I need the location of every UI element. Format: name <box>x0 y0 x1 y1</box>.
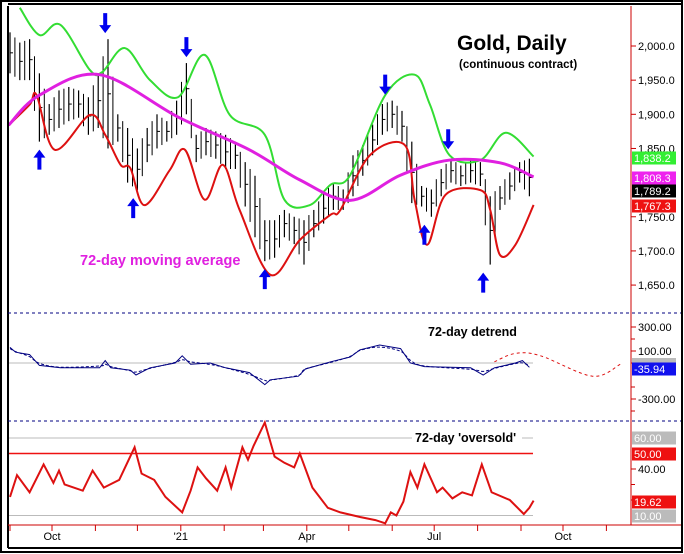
ma-upper-value-label: 1,838.2 <box>634 153 671 165</box>
x-tick-label: Apr <box>298 531 315 543</box>
x-tick-label: Oct <box>554 531 571 543</box>
chart-title: Gold, Daily <box>457 32 567 55</box>
chart-subtitle: (continuous contract) <box>459 59 577 71</box>
detrend-tick-label: 300.00 <box>638 322 672 334</box>
price-tick-label: 1,900.0 <box>638 109 675 121</box>
level-50-label-bg <box>632 447 676 461</box>
price-tick-label: 1,750.0 <box>638 212 675 224</box>
ma-annotation: 72-day moving average <box>80 253 240 269</box>
x-tick-label: Jul <box>427 531 441 543</box>
ma-value-label: 1,808.3 <box>634 173 671 185</box>
detrend-value-label-bg <box>632 362 676 376</box>
price-tick-label: 1,950.0 <box>638 75 675 87</box>
down-arrow-icon <box>442 129 455 150</box>
up-arrow-icon <box>477 272 490 293</box>
price-tick-label: 1,700.0 <box>638 246 675 258</box>
up-arrow-icon <box>418 224 431 245</box>
last-price-label-bg <box>632 184 676 198</box>
oversold-line <box>9 419 535 525</box>
ma-value-label-bg <box>632 171 676 185</box>
detrend-panel-label: 72-day detrend <box>428 325 517 339</box>
level-60-label: 60.00 <box>634 433 662 445</box>
detrend-line <box>9 344 530 386</box>
down-arrow-icon <box>99 13 112 34</box>
detrend-projection-line <box>494 352 621 377</box>
detrend-value-label: -35.94 <box>634 364 665 376</box>
lower-band-value-label: 1,767.3 <box>634 201 671 213</box>
level-10-label: 10.00 <box>634 511 662 523</box>
price-tick-label: 1,650.0 <box>638 280 675 292</box>
oversold-value-label-bg <box>632 495 676 509</box>
detrend-tick-label: 100.00 <box>638 346 672 358</box>
x-tick-label: Oct <box>43 531 60 543</box>
oversold-panel-label: 72-day 'oversold' <box>415 431 516 445</box>
moving-average-line <box>9 72 535 202</box>
x-tick-label: '21 <box>174 531 188 543</box>
detrend-label-bg <box>424 322 528 338</box>
level-10-label-bg <box>632 509 676 523</box>
price-panel <box>9 7 535 293</box>
lower-band-line <box>9 91 535 277</box>
ma-upper-value-label-bg <box>632 151 676 165</box>
last-price-label: 1,789.2 <box>634 186 671 198</box>
detrend-gray-box <box>632 358 676 363</box>
down-arrow-icon <box>379 74 392 95</box>
oversold-value-label: 19.62 <box>634 497 662 509</box>
up-arrow-icon <box>127 198 140 219</box>
price-tick-label: 2,000.0 <box>638 41 675 53</box>
level-60-label-bg <box>632 431 676 445</box>
oversold-tick-label: 40.00 <box>638 464 666 476</box>
detrend-tick-label: -300.00 <box>638 394 675 406</box>
level-50-label: 50.00 <box>634 449 662 461</box>
detrend-smoothed-line <box>9 346 530 382</box>
up-arrow-icon <box>258 269 271 290</box>
up-arrow-icon <box>33 149 46 170</box>
lower-band-value-label-bg <box>632 199 676 213</box>
oversold-label-bg <box>412 428 522 444</box>
down-arrow-icon <box>180 37 193 58</box>
